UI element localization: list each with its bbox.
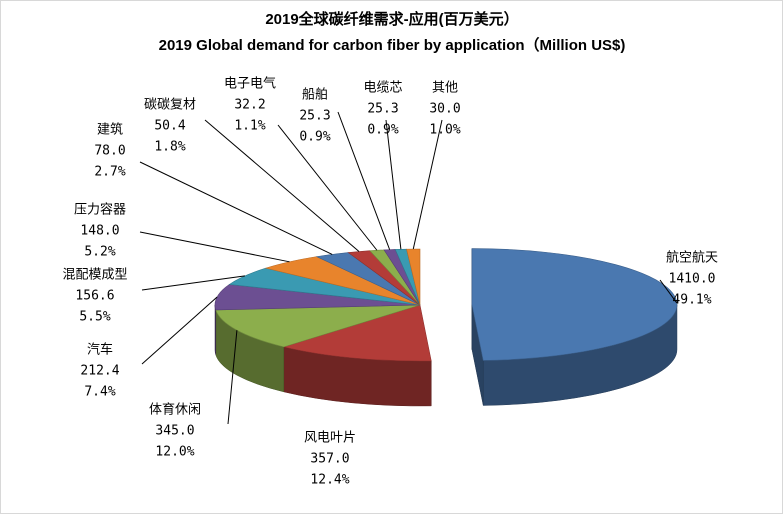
leader-line bbox=[227, 330, 238, 425]
leader-line bbox=[139, 161, 333, 255]
slice bbox=[215, 304, 421, 348]
category-label: 其他 bbox=[432, 81, 458, 96]
slice-side bbox=[214, 304, 217, 356]
category-label: 电缆芯 bbox=[363, 80, 402, 96]
percent-label: 12.4% bbox=[310, 473, 349, 488]
slice bbox=[406, 248, 421, 306]
value-label: 345.0 bbox=[155, 424, 194, 439]
percent-label: 7.4% bbox=[84, 385, 115, 400]
category-label: 混配模成型 bbox=[62, 268, 127, 283]
value-label: 25.3 bbox=[299, 109, 330, 124]
category-label: 压力容器 bbox=[74, 202, 126, 218]
leader-line bbox=[659, 279, 678, 304]
leader-line bbox=[204, 119, 360, 252]
value-label: 78.0 bbox=[94, 144, 125, 159]
category-label: 风电叶片 bbox=[304, 431, 356, 446]
slice bbox=[282, 304, 432, 362]
percent-label: 0.9% bbox=[299, 130, 330, 145]
value-label: 156.6 bbox=[75, 289, 114, 304]
value-label: 357.0 bbox=[310, 452, 349, 467]
category-label: 体育休闲 bbox=[149, 402, 201, 418]
value-label: 30.0 bbox=[429, 102, 460, 117]
percent-label: 1.0% bbox=[429, 123, 460, 138]
leader-line bbox=[385, 119, 402, 250]
slice bbox=[471, 248, 678, 361]
category-label: 船舶 bbox=[302, 87, 328, 103]
value-label: 25.3 bbox=[367, 102, 398, 117]
value-label: 148.0 bbox=[80, 224, 119, 239]
leader-line bbox=[139, 231, 290, 263]
category-label: 建筑 bbox=[97, 122, 123, 138]
percent-label: 2.7% bbox=[94, 165, 125, 180]
percent-label: 5.2% bbox=[84, 245, 115, 260]
percent-label: 1.8% bbox=[154, 140, 185, 155]
leader-line bbox=[277, 124, 378, 251]
value-label: 32.2 bbox=[234, 98, 265, 113]
chart-subtitle: 2019 Global demand for carbon fiber by a… bbox=[159, 36, 626, 54]
chart-title: 2019全球碳纤维需求-应用(百万美元） bbox=[265, 10, 518, 28]
category-label: 汽车 bbox=[87, 342, 113, 358]
percent-label: 0.9% bbox=[367, 123, 398, 138]
percent-label: 49.1% bbox=[672, 293, 711, 308]
value-label: 212.4 bbox=[80, 364, 119, 379]
value-label: 50.4 bbox=[154, 119, 185, 134]
category-label: 航空航天 bbox=[666, 250, 718, 266]
percent-label: 12.0% bbox=[155, 445, 194, 460]
category-label: 电子电气 bbox=[224, 76, 276, 92]
percent-label: 1.1% bbox=[234, 119, 265, 134]
leader-line bbox=[141, 275, 246, 291]
percent-label: 5.5% bbox=[79, 310, 110, 325]
leader-line bbox=[141, 296, 218, 365]
category-label: 碳碳复材 bbox=[144, 98, 196, 113]
leader-line bbox=[337, 111, 391, 250]
value-label: 1410.0 bbox=[669, 272, 716, 287]
leader-line bbox=[412, 119, 443, 250]
